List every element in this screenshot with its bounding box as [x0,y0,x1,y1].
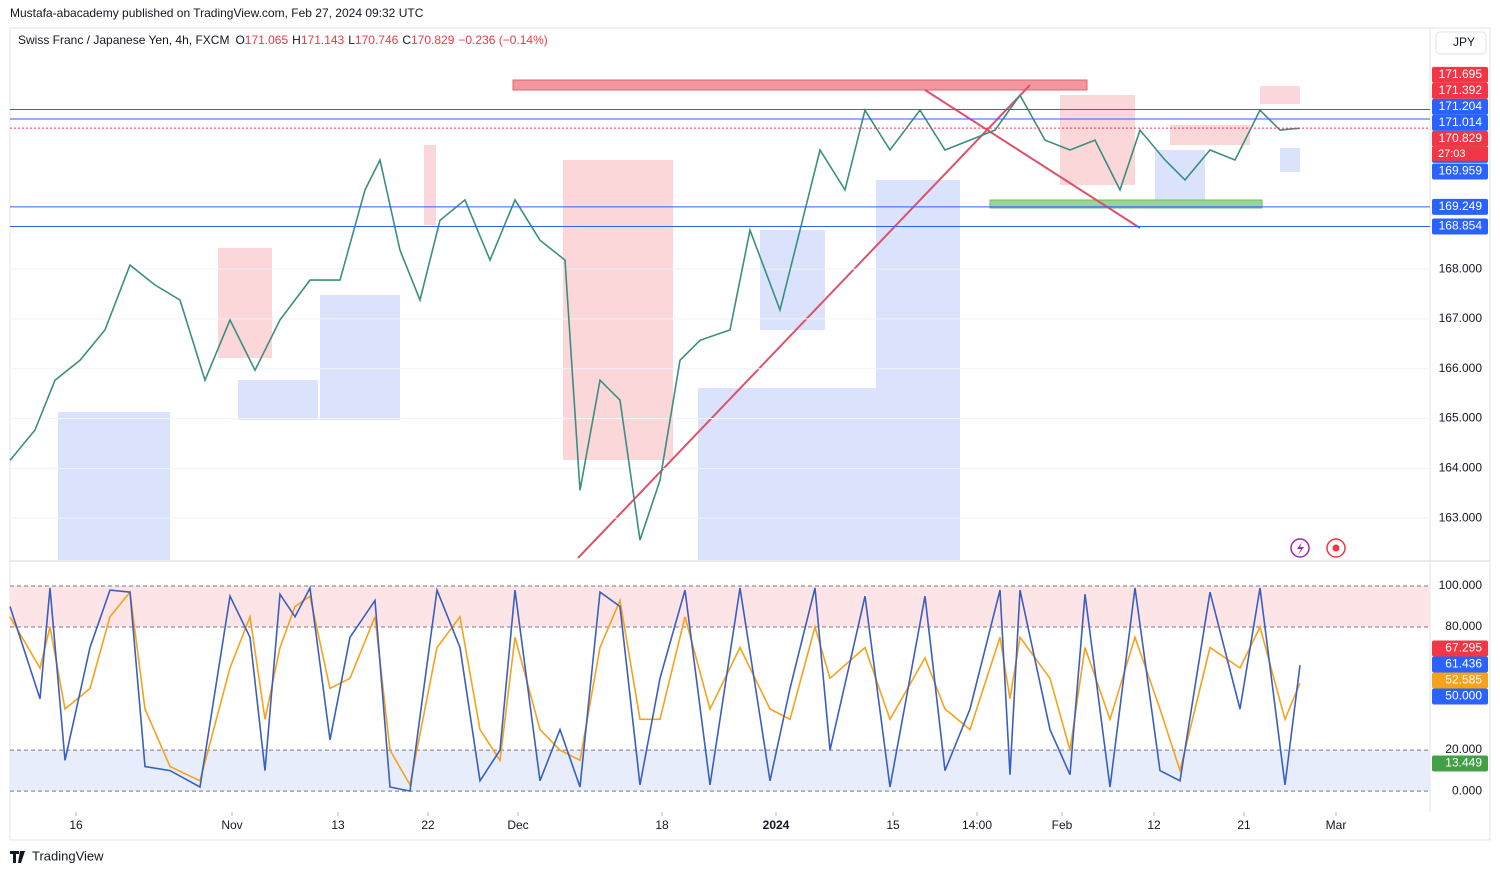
x-tick-label: 22 [421,818,435,832]
x-tick-label: Nov [221,818,242,832]
y-tick-label: 100.000 [1439,578,1483,592]
series-line [9,590,1301,788]
y-tick-label: 164.000 [1439,461,1483,475]
y-tick-label: 80.000 [1445,619,1482,633]
alert-icon [1297,542,1304,555]
zone [698,388,960,560]
y-tick-label: 0.000 [1452,783,1482,797]
ohlc-value: 170.829 [411,33,455,47]
logo [10,851,25,863]
zone [1060,95,1135,185]
zone [1280,148,1300,172]
support-zone [989,199,1263,209]
price-badge-label: 170.829 [1439,131,1483,145]
y-tick-label: 167.000 [1439,311,1483,325]
price-badge [1432,218,1488,235]
price-badge [1432,656,1488,673]
price-badge-label: 171.695 [1439,67,1483,81]
series-line [9,585,1301,793]
ohlc-label: C [402,33,411,47]
ohlc-value: 171.143 [301,33,345,47]
x-tick-label: 13 [331,818,345,832]
price-badge-label: 13.449 [1445,756,1482,770]
zones [58,79,1300,560]
price-badge-label: 52.585 [1445,673,1482,687]
brand: TradingView [32,848,104,863]
publisher: Mustafa-abacademy published on TradingVi… [10,6,424,20]
price-badge [1432,163,1488,180]
change: −0.236 (−0.14%) [458,33,547,47]
trendline [924,89,1141,229]
x-tick-label: Mar [1326,818,1347,832]
price-badge-label: 169.249 [1439,199,1483,213]
price-badge [1432,755,1488,772]
ohlc-label: L [348,33,355,47]
price-badge-label: 50.000 [1445,689,1482,703]
currency-button[interactable] [1435,31,1487,55]
price-badge [1432,198,1488,215]
y-tick-label: 20.000 [1445,742,1482,756]
frame [9,27,1491,841]
zone [238,380,318,420]
ohlc-value: 170.746 [355,33,399,47]
alert-icon[interactable] [1290,538,1310,558]
price-badge-label: 171.204 [1439,99,1483,113]
zone [218,248,272,358]
trendline [577,84,1031,559]
zone [1170,125,1250,145]
zone [320,295,400,420]
x-tick-label: 15 [886,818,900,832]
price-badge-label: 171.014 [1439,115,1483,129]
x-tick-label: 16 [69,818,83,832]
zone [760,230,825,330]
oversold-band [10,750,1430,792]
x-tick-label: Dec [507,818,528,832]
y-tick-label: 168.000 [1439,261,1483,275]
price-badge [1432,672,1488,689]
zone [424,145,436,225]
target-icon[interactable] [1326,538,1346,558]
series-line [9,93,1301,541]
price-badge-label: 168.854 [1439,219,1483,233]
zone [876,180,960,388]
x-tick-label: Feb [1052,818,1073,832]
resistance-zone [512,79,1088,91]
price-badge [1432,114,1488,131]
zone [1260,86,1300,104]
price-badge [1432,640,1488,657]
y-tick-label: 166.000 [1439,361,1483,375]
overbought-band [10,585,1430,628]
ohlc-value: 171.065 [245,33,289,47]
countdown: 27:03 [1438,148,1466,160]
price-badge [1432,66,1488,83]
ohlc-label: O [235,33,244,47]
symbol: Swiss Franc / Japanese Yen, 4h, FXCM [18,33,229,47]
zone [563,160,673,460]
price-badge [1432,82,1488,99]
price-badge [1432,130,1488,147]
price-badge-label: 171.392 [1439,83,1483,97]
x-tick-label: 21 [1237,818,1251,832]
price-badge-label: 169.959 [1439,164,1483,178]
y-tick-label: 163.000 [1439,510,1483,524]
x-tick-label: 12 [1147,818,1161,832]
price-badge-label: 61.436 [1445,657,1482,671]
ohlc-label: H [292,33,301,47]
price-badge-label: 67.295 [1445,641,1482,655]
currency[interactable]: JPY [1453,35,1475,49]
x-tick-label: 14:00 [962,818,992,832]
target-icon [1332,544,1340,552]
y-tick-label: 165.000 [1439,411,1483,425]
x-tick-label: 2024 [763,818,790,832]
price-badge [1432,98,1488,115]
countdown-badge [1432,146,1488,161]
legend: Swiss Franc / Japanese Yen, 4h, FXCM O171… [18,33,548,47]
x-tick-label: 18 [655,818,669,832]
price-badge [1432,688,1488,705]
zone [58,412,170,560]
